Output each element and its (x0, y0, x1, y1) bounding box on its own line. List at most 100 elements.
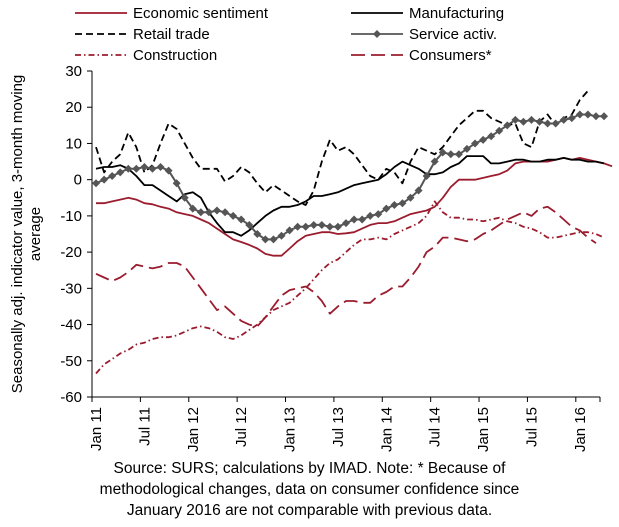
series-marker (108, 172, 117, 181)
legend-marker (373, 30, 381, 38)
legend: Economic sentiment Manufacturing Retail tr… (75, 5, 504, 64)
legend-label: Consumers* (409, 47, 492, 64)
y-tick-label: 30 (65, 63, 82, 80)
series-marker (180, 193, 189, 202)
series-marker (204, 208, 213, 217)
legend-label: Economic sentiment (133, 5, 269, 22)
y-tick-label: -60 (60, 389, 82, 406)
y-tick-label: -20 (60, 244, 82, 261)
series-marker (333, 222, 342, 231)
series-marker (543, 119, 552, 128)
x-tick-label: Jul 14 (427, 407, 444, 447)
series-marker (374, 210, 383, 219)
series-line-construction (95, 200, 605, 375)
series-marker (519, 117, 528, 126)
x-tick-label: Jul 15 (523, 407, 540, 447)
y-axis-label-line: average (27, 207, 44, 261)
series-marker (269, 235, 278, 244)
series-marker (471, 139, 480, 148)
series-marker (172, 179, 181, 188)
series-marker (527, 115, 536, 124)
series-marker (462, 144, 471, 153)
series-marker (350, 215, 359, 224)
series-marker (212, 206, 221, 215)
x-tick-label: Jan 12 (185, 407, 202, 452)
series-line-economic-sentiment (96, 156, 613, 257)
series-marker (196, 208, 205, 217)
y-tick-label: 10 (65, 135, 82, 152)
series-marker (382, 204, 391, 213)
series-marker (317, 220, 326, 229)
source-note-line-3: January 2016 are not comparable with pre… (126, 502, 493, 519)
series-marker (414, 186, 423, 195)
series-marker (567, 114, 576, 123)
series-marker (245, 220, 254, 229)
series-marker (575, 110, 584, 119)
series-marker (487, 132, 496, 141)
series-marker (140, 162, 149, 171)
series-marker (301, 222, 310, 231)
series-marker (188, 204, 197, 213)
series-marker (221, 208, 230, 217)
series-marker (551, 119, 560, 128)
series-marker (600, 112, 609, 121)
series-marker (100, 175, 109, 184)
x-tick-label: Jul 11 (136, 407, 153, 446)
series-marker (503, 121, 512, 130)
series-marker (261, 235, 270, 244)
series-marker (591, 112, 600, 121)
series-marker (277, 231, 286, 240)
source-note-line-2: methodological changes, data on consumer… (99, 481, 520, 498)
series-marker (164, 166, 173, 175)
plot-area (92, 90, 613, 375)
series-marker (309, 220, 318, 229)
series-marker (285, 226, 294, 235)
y-tick-label: -30 (60, 280, 82, 297)
series-marker (454, 150, 463, 159)
series-marker (116, 168, 125, 177)
series-marker (438, 148, 447, 157)
series-marker (132, 164, 141, 173)
series-marker (358, 215, 367, 224)
series-marker (229, 211, 238, 220)
series-marker (559, 115, 568, 124)
series-line-manufacturing (95, 155, 605, 237)
series-marker (495, 126, 504, 135)
series-marker (535, 117, 544, 126)
series-marker (148, 164, 157, 173)
series-marker (446, 150, 455, 159)
x-tick-label: Jan 15 (475, 407, 492, 452)
x-tick-label: Jul 12 (233, 407, 250, 447)
series-marker (92, 179, 101, 188)
series-marker (583, 110, 592, 119)
y-axis-label: Seasonally adj. indicator value, 3-month… (9, 75, 44, 394)
y-tick-label: -10 (60, 208, 82, 225)
series-line-consumers (95, 205, 597, 328)
axes: 30 20 10 0 -10 -20 -30 -40 -50 -60 Jan 11 Jul 11 Jan… (60, 63, 601, 452)
series-marker (422, 172, 431, 181)
x-tick-label: Jan 14 (378, 407, 395, 452)
series-marker (366, 211, 375, 220)
y-tick-label: 0 (74, 172, 82, 189)
series-line-service-activ (95, 113, 604, 241)
source-note: Source: SURS; calculations by IMAD. Note… (0, 458, 619, 521)
x-tick-label: Jan 13 (282, 407, 299, 452)
source-note-line-1: Source: SURS; calculations by IMAD. Note… (113, 460, 506, 477)
legend-label: Retail trade (133, 26, 210, 43)
series-marker (293, 222, 302, 231)
series-line-retail-trade (95, 90, 589, 206)
x-tick-label: Jan 16 (572, 407, 589, 452)
x-tick-label: Jan 11 (88, 407, 105, 451)
series-marker (325, 222, 334, 231)
series-marker (156, 162, 165, 171)
y-tick-label: -50 (60, 353, 82, 370)
series-marker (253, 230, 262, 238)
series-marker (430, 157, 439, 166)
legend-label: Manufacturing (409, 5, 504, 22)
series-marker (390, 201, 399, 210)
series-marker (398, 199, 407, 208)
legend-label: Service activ. (409, 26, 497, 43)
y-axis-label-line: Seasonally adj. indicator value, 3-month… (9, 75, 26, 394)
legend-label: Construction (133, 47, 217, 64)
